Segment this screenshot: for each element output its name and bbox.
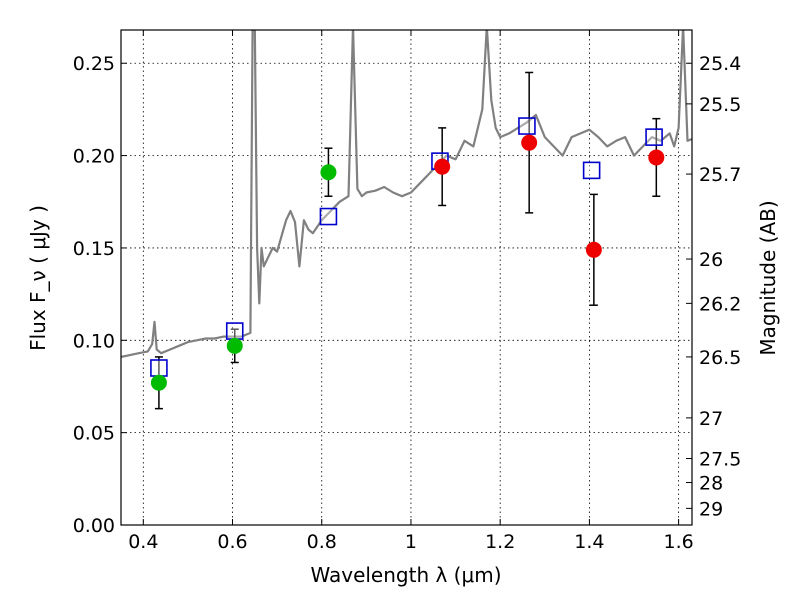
- observed-markers: [150, 134, 665, 391]
- model-square-marker: [150, 359, 168, 377]
- x-tick-label: 0.8: [307, 531, 337, 553]
- x-tick-label: 1.6: [664, 531, 694, 553]
- right-tick-label: 28: [699, 473, 723, 495]
- y-tick-label: 0.20: [73, 146, 115, 168]
- right-tick-label: 25.5: [699, 94, 741, 116]
- observed-point: [521, 134, 538, 151]
- right-tick-label: 25.7: [699, 164, 741, 186]
- axis-ticks: [121, 30, 692, 526]
- right-tick-label: 27: [699, 408, 723, 430]
- x-tick-label: 1.4: [574, 531, 604, 553]
- y-tick-label: 0.15: [73, 238, 115, 260]
- model-square-marker: [645, 128, 663, 146]
- grid: [121, 30, 692, 525]
- x-tick-label: 1: [405, 531, 417, 553]
- tick-labels: 0.4 0.6 0.8 1 1.2 1.4 1.6 0.00 0.05 0.10 0.15 0.20 0…: [73, 53, 742, 553]
- observed-point: [150, 374, 167, 391]
- observed-point: [226, 337, 243, 354]
- y-axis-label-left: Flux F_ν ( μJy ): [26, 205, 50, 351]
- right-tick-label: 26: [699, 249, 723, 271]
- plot-frame: [120, 29, 693, 526]
- model-square-marker: [225, 322, 244, 340]
- error-bars: [154, 71, 661, 410]
- x-tick-label: 0.4: [128, 531, 158, 553]
- y-tick-label: 0.25: [73, 53, 115, 75]
- model-square-marker: [582, 161, 601, 180]
- y-tick-label: 0.10: [73, 330, 115, 352]
- right-tick-label: 26.5: [699, 347, 741, 369]
- observed-point: [434, 158, 451, 175]
- model-square-marker: [518, 117, 536, 135]
- x-axis-label: Wavelength λ (μm): [310, 563, 501, 587]
- observed-point: [585, 241, 602, 258]
- y-tick-label: 0.00: [73, 515, 115, 537]
- observed-point: [320, 164, 337, 181]
- right-tick-label: 29: [699, 498, 723, 520]
- model-spectrum-layer: [121, 30, 692, 358]
- observed-point: [648, 149, 665, 166]
- x-tick-label: 0.6: [217, 531, 247, 553]
- x-tick-label: 1.2: [485, 531, 515, 553]
- model-photometry-markers: [150, 117, 663, 377]
- y-axis-label-right: Magnitude (AB): [756, 200, 780, 355]
- right-tick-label: 27.5: [699, 449, 741, 471]
- right-tick-label: 25.4: [699, 53, 741, 75]
- y-tick-label: 0.05: [73, 423, 115, 445]
- model-square-marker: [319, 207, 338, 226]
- spectrum-line: [121, 30, 692, 358]
- right-tick-label: 26.2: [699, 293, 741, 315]
